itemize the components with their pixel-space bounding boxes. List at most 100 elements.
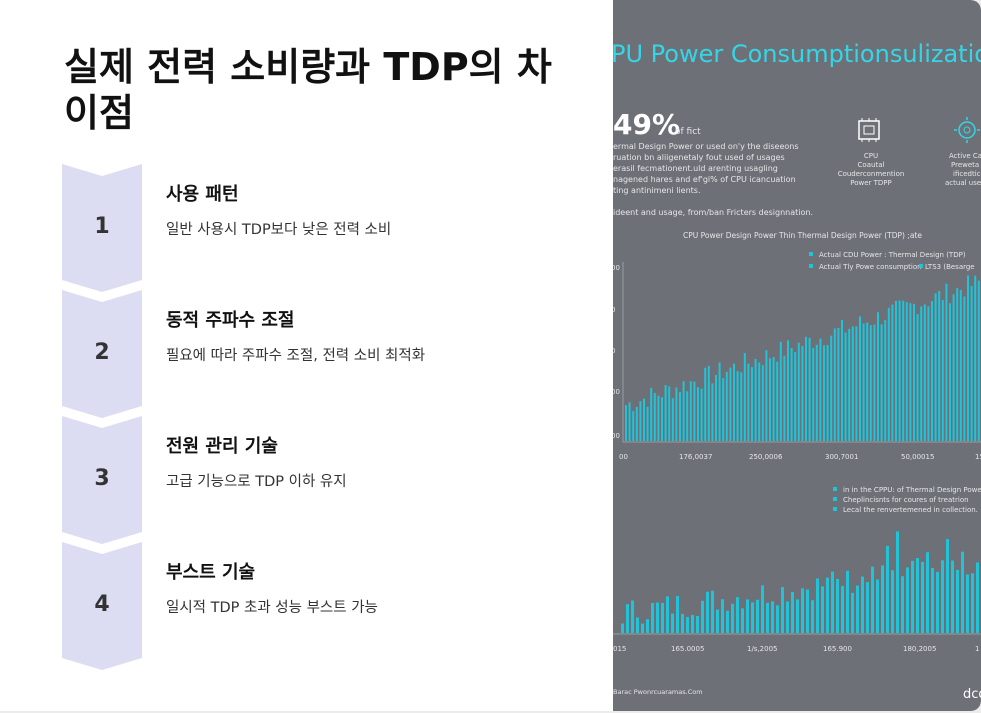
bar-mark [776,361,779,441]
infographic-headline: PU Power Consumptionsulization [613,40,981,68]
bar-mark [666,596,669,633]
bar-mark [891,570,894,633]
bar-mark [971,573,974,633]
bar-mark [881,565,884,633]
bar-mark [631,600,634,633]
bar-mark [783,355,786,441]
bar-mark [786,601,789,633]
step-2: 2 동적 주파수 조절 필요에 따라 주파수 조절, 전력 소비 최적화 [62,290,582,418]
bar-mark [884,320,887,441]
bar-mark [920,306,923,441]
bar-mark [851,326,854,441]
bar-mark [794,352,797,441]
bar-mark [626,604,629,633]
icon1-caption: CPU [864,152,878,160]
bar-mark [751,602,754,633]
bar-mark [701,600,704,633]
chart1-legend: Actual CDU Power : Thermal Design (TDP) … [809,251,975,271]
bar-mark [731,603,734,633]
svg-text:250,0006: 250,0006 [749,453,783,461]
bar-mark [736,597,739,633]
bar-mark [837,328,840,441]
bar-mark [963,296,966,441]
bar-mark [861,576,864,633]
step-1: 1 사용 패턴 일반 사용시 TDP보다 낮은 전력 소비 [62,164,582,292]
bar-mark [831,571,834,633]
legend-entry: Cheplincisnts for coures of treatrion [843,496,969,504]
bar-mark [916,558,919,633]
legend-entry: Actual Tly Powe consumption [819,263,922,271]
bar-mark [675,387,678,441]
svg-text:015: 015 [613,645,626,653]
bar-mark [869,325,872,441]
infographic-subline: ideent and usage, from/ban Fricters desi… [613,208,813,217]
step-heading: 동적 주파수 조절 [166,310,295,331]
icon1-caption: Couderconmention [838,170,905,178]
bar-mark [796,599,799,633]
icon2-caption: Active Ca [949,152,981,160]
bar-mark [765,350,768,441]
bar-mark [761,365,764,441]
bar-mark [772,357,775,441]
bar-mark [956,569,959,633]
bar-mark [808,337,811,441]
step-heading: 부스트 기술 [166,562,256,583]
bar-mark [722,378,725,441]
bar-mark [650,387,653,441]
bar-mark [801,345,804,441]
svg-text:1/s,2005: 1/s,2005 [747,645,778,653]
svg-text:300,7001: 300,7001 [825,453,858,461]
icon1-caption: Coautal [858,161,885,169]
svg-text:15: 15 [975,453,981,461]
cpu-chip-icon [858,118,880,142]
icon2-caption: ificedtic [953,170,981,178]
bar-mark [761,585,764,633]
intro-line: ruation bn aliigenetaly fout used of usa… [613,153,785,162]
bar-mark [751,367,753,441]
bar-mark [913,303,915,441]
bar-mark [821,586,824,633]
bar-mark [871,566,874,633]
chart2-bars [621,531,979,633]
bar-mark [791,591,794,633]
bar-mark [896,531,899,633]
bar-mark [977,280,980,441]
bar-mark [790,348,793,441]
svg-text:176,0037: 176,0037 [679,453,712,461]
step-heading: 전원 관리 기술 [166,436,278,457]
bar-mark [736,371,739,441]
chevron-shape [62,416,142,544]
bar-mark [866,582,869,633]
icon1-caption: Power TDPP [850,179,892,187]
bar-mark [754,359,757,441]
step-number: 4 [94,592,110,617]
bar-mark [700,388,703,441]
chevron-shape [62,290,142,418]
legend-entry: LTS3 (Besarge [925,263,975,271]
chevron-shape [62,542,142,670]
bar-mark [704,367,707,441]
step-heading: 사용 패턴 [166,184,239,205]
bar-mark [711,590,714,633]
bar-mark [779,341,782,441]
bar-mark [945,283,948,441]
bar-mark [787,340,789,441]
bar-mark [689,381,692,441]
bar-mark [855,326,858,441]
intro-line: ting antinimeni lients. [613,186,701,195]
icon2-caption: actual use [945,179,981,187]
bar-mark [671,613,674,633]
bar-mark [797,342,800,441]
bar-mark [697,387,699,441]
bar-mark [746,599,749,633]
bar-mark [639,401,642,441]
bar-mark [646,406,649,441]
bar-mark [741,608,744,633]
bar-mark [721,599,724,633]
bar-mark [664,385,667,441]
bar-mark [866,322,869,441]
svg-text:00: 00 [613,264,620,272]
bar-mark [628,402,631,441]
bar-mark [781,587,784,633]
